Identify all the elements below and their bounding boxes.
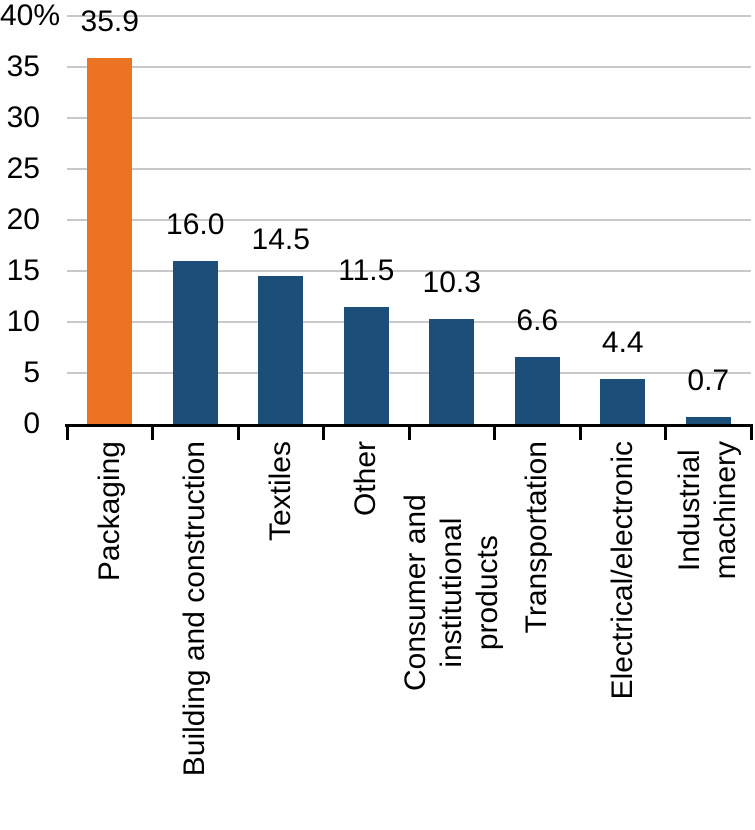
x-axis-tick [65, 424, 69, 440]
y-tick-label: 10 [6, 305, 40, 338]
bar-textiles [258, 276, 304, 424]
value-label-packaging: 35.9 [80, 4, 139, 38]
gridline [67, 168, 751, 170]
x-axis-tick [322, 424, 325, 440]
y-tick-label: 25 [6, 152, 40, 185]
bar-consumer-and-institutional [429, 318, 475, 424]
x-axis-tick [664, 424, 667, 440]
bar-transportation [514, 356, 560, 424]
value-label-building-and-construction: 16.0 [166, 207, 225, 241]
bar-industrial-machinery [685, 416, 731, 424]
bar-building-and-construction [172, 260, 218, 424]
gridline [67, 66, 751, 68]
y-tick-label: 30 [6, 101, 40, 134]
y-tick-label: 15 [6, 254, 40, 287]
bar-packaging [87, 57, 133, 424]
y-tick-label: 40% [0, 0, 61, 32]
category-label-industrial-machinery: Industrial machinery [673, 440, 743, 580]
y-tick-label: 20 [6, 203, 40, 236]
value-label-electrical-electronic: 4.4 [601, 326, 644, 360]
x-axis-tick [749, 424, 753, 440]
value-label-consumer-and-institutional: 10.3 [422, 265, 481, 299]
category-label-consumer-and-institutional: Consumer and institutional products [398, 494, 504, 692]
y-tick-label: 35 [6, 50, 40, 83]
category-label-electrical-electronic: Electrical/electronic [605, 441, 639, 700]
gridline [67, 15, 751, 17]
y-tick-label: 5 [23, 356, 40, 389]
gridline [67, 321, 751, 323]
x-axis-tick [151, 424, 154, 440]
value-label-transportation: 6.6 [516, 303, 559, 337]
category-label-other: Other [349, 441, 383, 517]
value-label-textiles: 14.5 [251, 223, 310, 257]
category-label-textiles: Textiles [263, 441, 297, 542]
gridline [67, 219, 751, 221]
value-label-other: 11.5 [338, 253, 395, 287]
category-label-transportation: Transportation [520, 441, 554, 634]
category-label-building-and-construction: Building and construction [178, 441, 212, 777]
bar-other [343, 306, 389, 424]
x-axis-tick [407, 424, 411, 440]
value-label-industrial-machinery: 0.7 [687, 363, 730, 397]
y-tick-label: 0 [23, 407, 40, 440]
gridline [67, 372, 751, 374]
category-label-packaging: Packaging [92, 441, 126, 582]
x-axis-tick [493, 424, 496, 440]
gridline [67, 270, 751, 272]
bar-electrical-electronic [600, 379, 646, 424]
x-axis-tick [236, 424, 240, 440]
gridline [67, 117, 751, 119]
x-axis-tick [578, 424, 582, 440]
